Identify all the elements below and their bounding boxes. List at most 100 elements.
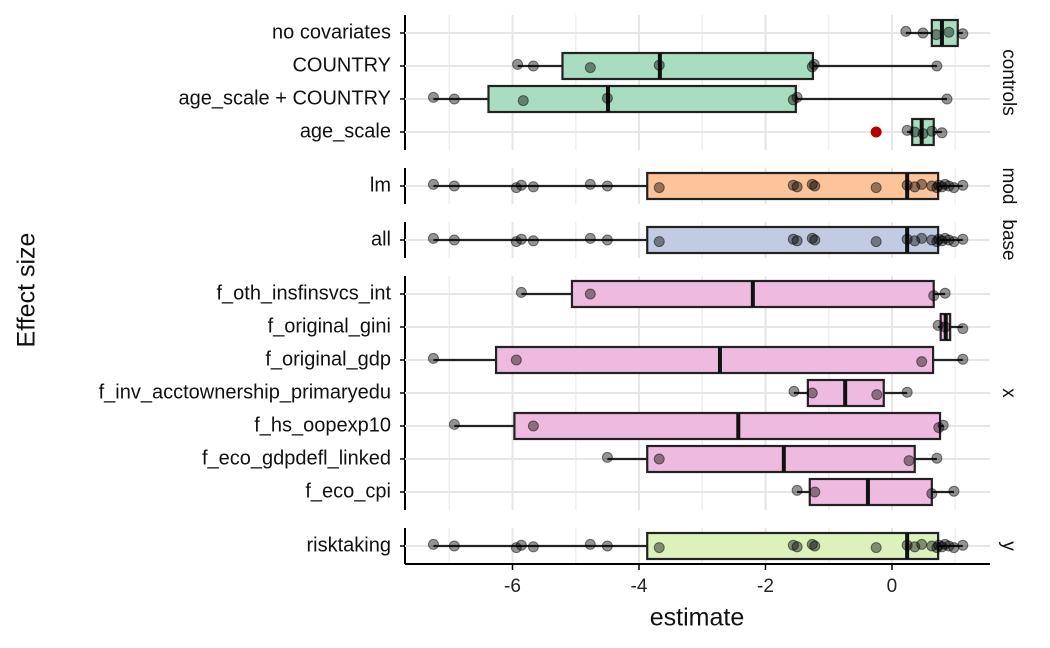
point	[957, 233, 969, 245]
category-label: f_eco_cpi	[305, 480, 391, 502]
point	[939, 287, 951, 299]
point	[926, 488, 938, 500]
point	[941, 93, 953, 105]
point	[527, 235, 539, 247]
point	[809, 234, 821, 246]
point	[931, 452, 943, 464]
point	[870, 542, 882, 554]
point	[584, 62, 596, 74]
point	[653, 236, 665, 248]
x-axis-title: estimate	[650, 604, 744, 632]
point	[900, 25, 912, 37]
box	[808, 477, 933, 507]
point	[427, 538, 439, 550]
point	[903, 455, 915, 467]
x-tick-label: -2	[757, 576, 774, 597]
strip-label: mod	[998, 168, 1019, 205]
strip-label: x	[998, 388, 1019, 398]
point	[517, 95, 529, 107]
point	[601, 540, 613, 552]
point	[601, 234, 613, 246]
point	[527, 60, 539, 72]
category-label: f_eco_gdpdefl_linked	[202, 447, 391, 469]
point	[957, 28, 969, 40]
category-label: f_oth_insfinsvcs_int	[216, 282, 391, 304]
point	[939, 321, 951, 333]
point	[909, 541, 921, 553]
category-label: f_original_gdp	[265, 348, 391, 370]
point	[448, 234, 460, 246]
category-label: all	[371, 228, 391, 250]
point	[916, 538, 928, 550]
point	[510, 354, 522, 366]
y-axis-title: Effect size	[13, 233, 41, 348]
point	[917, 27, 929, 39]
point	[448, 180, 460, 192]
point	[948, 485, 960, 497]
point	[512, 58, 524, 70]
point	[808, 58, 820, 70]
point	[653, 453, 665, 465]
point	[584, 232, 596, 244]
point	[653, 182, 665, 194]
category-label: f_inv_acctownership_primaryedu	[99, 381, 391, 403]
point	[957, 539, 969, 551]
point	[909, 235, 921, 247]
point	[448, 540, 460, 552]
category-label: age_scale + COUNTRY	[179, 87, 392, 109]
point	[427, 232, 439, 244]
category-label: COUNTRY	[292, 54, 391, 76]
point	[791, 541, 803, 553]
category-label: risktaking	[307, 534, 391, 556]
point	[957, 179, 969, 191]
point	[871, 389, 883, 401]
point	[901, 386, 913, 398]
point	[943, 26, 955, 38]
box	[487, 84, 797, 114]
box	[646, 225, 940, 255]
point	[791, 181, 803, 193]
x-tick-label: 0	[887, 576, 898, 597]
point	[791, 484, 803, 496]
point	[527, 541, 539, 553]
category-label: f_hs_oopexp10	[254, 414, 391, 436]
point	[809, 540, 821, 552]
point	[931, 60, 943, 72]
point	[916, 356, 928, 368]
point	[791, 235, 803, 247]
point	[653, 542, 665, 554]
point	[601, 180, 613, 192]
point	[510, 182, 522, 194]
point	[527, 181, 539, 193]
category-label: lm	[370, 174, 391, 196]
point	[584, 538, 596, 550]
point	[870, 236, 882, 248]
point	[515, 233, 527, 245]
point	[926, 125, 938, 137]
point	[909, 181, 921, 193]
point	[788, 385, 800, 397]
point	[653, 59, 665, 71]
point	[936, 127, 948, 139]
point	[806, 387, 818, 399]
point	[601, 451, 613, 463]
point	[916, 178, 928, 190]
point	[937, 419, 949, 431]
point	[870, 182, 882, 194]
point	[515, 286, 527, 298]
point	[957, 323, 969, 335]
point	[448, 418, 460, 430]
point	[515, 179, 527, 191]
point	[909, 126, 921, 138]
category-label: no covariates	[272, 21, 391, 43]
box	[646, 171, 940, 201]
strip-label: controls	[998, 49, 1019, 116]
point	[791, 91, 803, 103]
point	[427, 91, 439, 103]
point	[510, 236, 522, 248]
category-label: f_original_gini	[268, 315, 391, 337]
point	[957, 353, 969, 365]
point	[427, 352, 439, 364]
point	[928, 290, 940, 302]
